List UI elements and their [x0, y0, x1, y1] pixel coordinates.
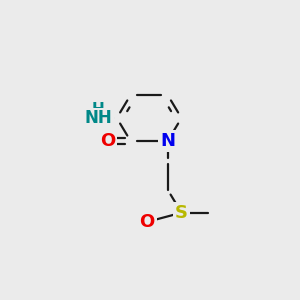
Text: S: S	[175, 204, 188, 222]
Text: NH: NH	[84, 109, 112, 127]
Text: H: H	[92, 102, 105, 117]
Text: O: O	[139, 213, 154, 231]
Text: O: O	[100, 132, 115, 150]
Text: N: N	[160, 132, 175, 150]
